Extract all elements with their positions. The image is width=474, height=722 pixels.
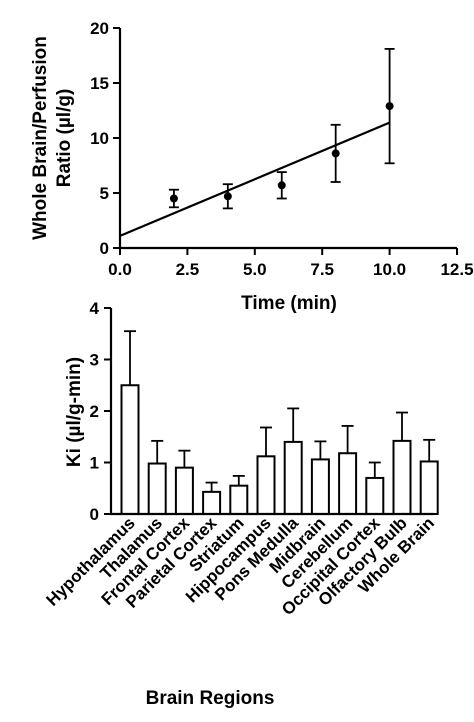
data-point-with-error bbox=[384, 48, 395, 165]
bar bbox=[229, 484, 249, 515]
regression-line bbox=[119, 121, 391, 237]
data-point-with-error bbox=[222, 183, 233, 210]
data-point-with-error bbox=[276, 171, 287, 200]
bar bbox=[256, 455, 276, 516]
bar-group bbox=[147, 439, 167, 515]
bar-group bbox=[229, 474, 249, 515]
data-point bbox=[223, 192, 232, 201]
data-point bbox=[277, 181, 286, 190]
bottom-y-tick-label: 0 bbox=[90, 505, 99, 524]
top-y-tick-label: 5 bbox=[100, 184, 109, 203]
bar-group bbox=[310, 440, 330, 516]
top-x-tick-label: 12.5 bbox=[440, 260, 473, 279]
bar-group bbox=[392, 411, 412, 515]
top-chart-y-ticks: 0 5 10 15 20 bbox=[90, 19, 120, 258]
bottom-chart-y-axis-title: Ki (µl/g-min) bbox=[64, 357, 85, 467]
bar bbox=[120, 384, 140, 515]
top-x-tick-label: 0.0 bbox=[108, 260, 132, 279]
bar-group bbox=[419, 438, 439, 515]
top-x-tick-label: 10.0 bbox=[373, 260, 406, 279]
top-x-tick-label: 2.5 bbox=[176, 260, 200, 279]
bottom-y-tick-label: 2 bbox=[90, 402, 99, 421]
bottom-chart-y-ticks: 0 1 2 3 4 bbox=[90, 299, 111, 524]
time-course-scatter-chart: 0 5 10 15 20 0.0 2.5 5.0 7.5 10.0 12.5 Time (min)… bbox=[30, 19, 474, 314]
top-y-tick-label: 20 bbox=[90, 19, 109, 38]
bar-group bbox=[283, 407, 303, 515]
bar bbox=[202, 490, 222, 516]
bar-group bbox=[120, 330, 140, 515]
top-y-tick-label: 15 bbox=[90, 74, 109, 93]
bottom-y-tick-label: 3 bbox=[90, 351, 99, 370]
top-y-tick-label: 10 bbox=[90, 129, 109, 148]
bar bbox=[338, 452, 358, 516]
top-x-tick-label: 5.0 bbox=[243, 260, 267, 279]
top-chart-x-axis-title: Time (min) bbox=[241, 293, 337, 314]
bar-group bbox=[256, 426, 276, 516]
bar bbox=[283, 440, 303, 515]
bar bbox=[174, 466, 194, 515]
top-chart-points bbox=[168, 48, 395, 210]
top-x-tick-label: 7.5 bbox=[310, 260, 334, 279]
bottom-chart-x-axis-title: Brain Regions bbox=[146, 688, 275, 709]
data-point-with-error bbox=[168, 188, 179, 209]
bar-group bbox=[338, 425, 358, 516]
bar-group bbox=[202, 481, 222, 516]
bar bbox=[365, 476, 385, 516]
bar-group bbox=[174, 449, 194, 515]
data-point-with-error bbox=[330, 123, 341, 183]
top-chart-fit-line bbox=[119, 121, 391, 237]
data-point bbox=[169, 194, 178, 203]
top-chart-x-ticks: 0.0 2.5 5.0 7.5 10.0 12.5 bbox=[108, 248, 474, 279]
top-y-tick-label: 0 bbox=[100, 239, 109, 258]
bar-group bbox=[365, 461, 385, 516]
bar bbox=[147, 462, 167, 515]
bar bbox=[392, 439, 412, 515]
bottom-y-tick-label: 1 bbox=[90, 454, 99, 473]
data-point bbox=[331, 149, 340, 158]
bar bbox=[310, 458, 330, 516]
bar bbox=[419, 460, 439, 515]
top-chart-y-axis-title-line-1: Whole Brain/Perfusion bbox=[30, 36, 51, 240]
top-chart-y-axis-title-line-2: Ratio (µl/g) bbox=[54, 89, 75, 188]
data-point bbox=[385, 102, 394, 111]
bottom-y-tick-label: 4 bbox=[90, 299, 100, 318]
bottom-chart-bars bbox=[120, 330, 439, 516]
